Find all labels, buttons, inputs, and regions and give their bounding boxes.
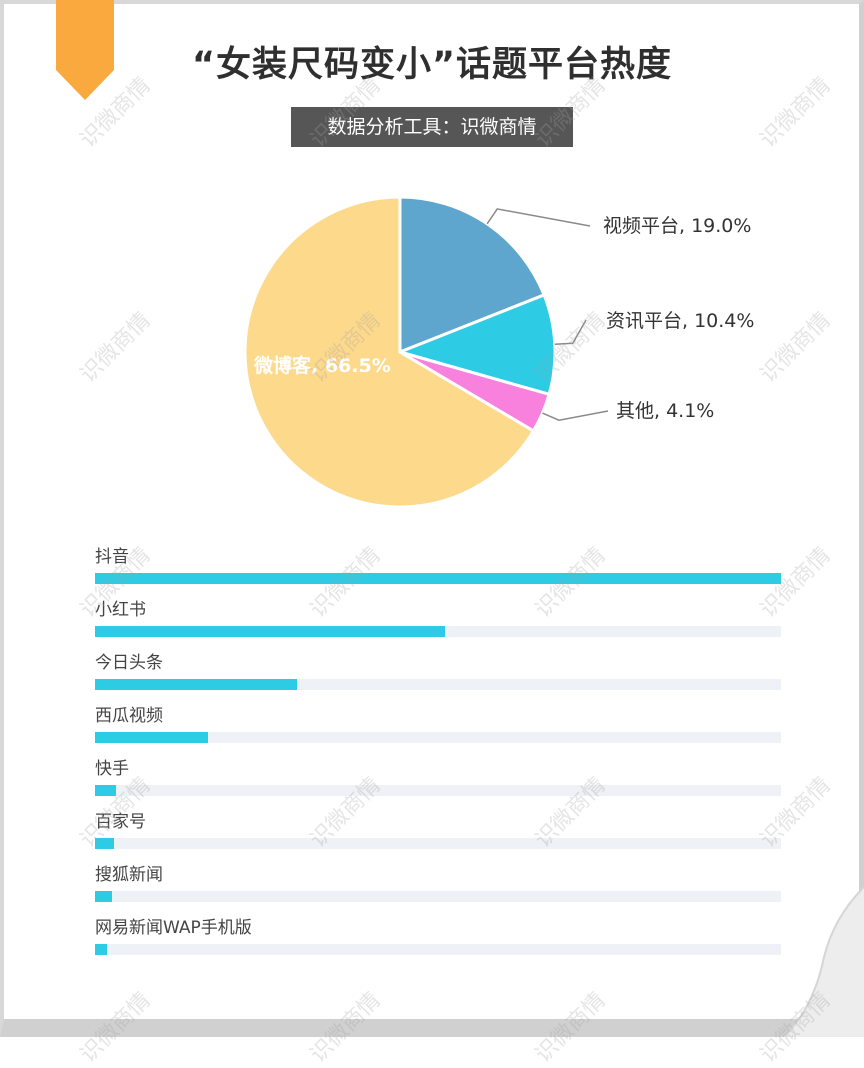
bar-track bbox=[95, 785, 781, 796]
bar-fill bbox=[95, 838, 115, 849]
bar-fill bbox=[95, 732, 209, 743]
bar-fill bbox=[95, 785, 116, 796]
bookmark-ribbon-icon bbox=[56, 0, 114, 100]
bar-track bbox=[95, 679, 781, 690]
pie-leader-line-1 bbox=[486, 208, 591, 227]
pie-label-1: 视频平台, 19.0% bbox=[603, 215, 751, 237]
bar-track bbox=[95, 732, 781, 743]
bar-row: 抖音 bbox=[95, 542, 785, 595]
pie-slice-1 bbox=[398, 195, 547, 355]
bar-row: 快手 bbox=[95, 754, 785, 807]
bar-label: 抖音 bbox=[95, 547, 129, 567]
bar-track bbox=[95, 573, 781, 584]
bar-row: 小红书 bbox=[95, 595, 785, 648]
bar-fill bbox=[95, 679, 298, 690]
bar-label: 小红书 bbox=[95, 600, 146, 620]
pie-chart: 视频平台, 19.0% 资讯平台, 10.4% 其他, 4.1% 微博客, 66.5% bbox=[243, 195, 754, 509]
bar-track bbox=[95, 626, 781, 637]
bar-fill bbox=[95, 891, 113, 902]
page-title: “女装尺码变小”话题平台热度 bbox=[191, 45, 672, 85]
bar-track bbox=[95, 944, 781, 955]
bar-row: 今日头条 bbox=[95, 648, 785, 701]
page-frame bbox=[0, 0, 864, 1037]
bar-chart: 抖音小红书今日头条西瓜视频快手百家号搜狐新闻网易新闻WAP手机版 bbox=[95, 542, 785, 966]
pie-leader-line-3 bbox=[542, 410, 609, 421]
subtitle-badge: 数据分析工具：识微商情 bbox=[291, 107, 573, 147]
bar-row: 搜狐新闻 bbox=[95, 860, 785, 913]
bar-row: 西瓜视频 bbox=[95, 701, 785, 754]
bar-fill bbox=[95, 944, 108, 955]
bar-label: 快手 bbox=[95, 759, 129, 779]
pie-label-4: 微博客, 66.5% bbox=[253, 354, 391, 377]
pie-label-3: 其他, 4.1% bbox=[616, 400, 714, 422]
bar-row: 网易新闻WAP手机版 bbox=[95, 913, 785, 966]
bar-label: 今日头条 bbox=[95, 653, 163, 673]
bar-row: 百家号 bbox=[95, 807, 785, 860]
pie-slice-4 bbox=[243, 195, 536, 509]
pie-label-2: 资讯平台, 10.4% bbox=[606, 310, 754, 332]
page-curl-icon bbox=[784, 887, 864, 1037]
bar-fill bbox=[95, 573, 781, 584]
bar-label: 网易新闻WAP手机版 bbox=[95, 918, 252, 938]
pie-leader-line-2 bbox=[554, 319, 587, 345]
bar-label: 百家号 bbox=[95, 812, 146, 832]
bar-track bbox=[95, 838, 781, 849]
bar-label: 西瓜视频 bbox=[95, 706, 163, 726]
bar-track bbox=[95, 891, 781, 902]
bar-fill bbox=[95, 626, 445, 637]
pie-slice-2 bbox=[395, 292, 557, 397]
bar-label: 搜狐新闻 bbox=[95, 865, 163, 885]
